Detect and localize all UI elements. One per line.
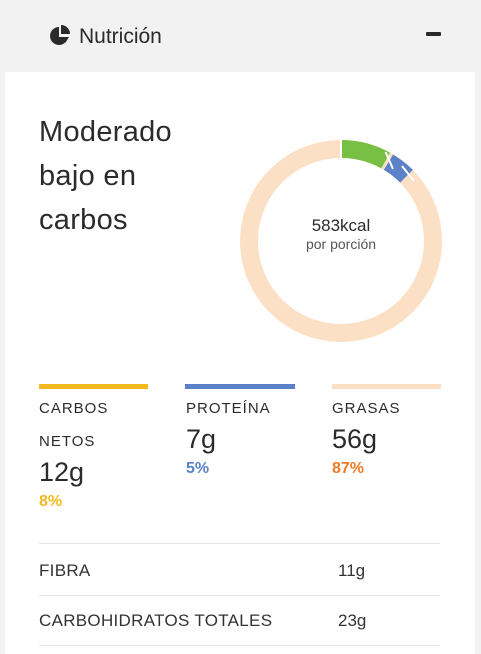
donut-net-carbs-segment: [340, 139, 390, 169]
net-carbs-bar: [39, 384, 148, 389]
header-title: Nutrición: [79, 25, 162, 48]
divider: [39, 645, 440, 646]
pie-chart-icon: [50, 25, 70, 45]
fat-value: 56g: [332, 424, 378, 454]
net-carbs-percent: 8%: [39, 493, 63, 510]
fat-bar: [332, 384, 441, 389]
macro-donut-chart: [240, 139, 442, 342]
protein-percent: 5%: [186, 460, 210, 477]
total-carbs-label: CARBOHIDRATOS TOTALES: [39, 611, 273, 630]
nutrition-header[interactable]: Nutrición: [0, 0, 481, 72]
protein-value: 7g: [186, 424, 217, 454]
net-carbs-label-line1: CARBOS: [39, 400, 109, 417]
total-carbs-value: 23g: [338, 611, 367, 630]
calories-label: por porción: [305, 236, 377, 252]
divider: [39, 543, 440, 544]
diet-headline: Moderado bajo en carbos: [39, 116, 172, 236]
net-carbs-value: 12g: [39, 457, 85, 487]
fiber-label: FIBRA: [39, 561, 91, 580]
donut-protein-segment: [383, 154, 413, 183]
calories-value: 583kcal: [311, 216, 371, 235]
fat-label: GRASAS: [332, 400, 401, 417]
divider: [39, 595, 440, 596]
protein-bar: [185, 384, 295, 389]
fiber-value: 11g: [338, 561, 366, 580]
net-carbs-label-line2: NETOS: [39, 433, 96, 450]
protein-label: PROTEÍNA: [186, 400, 271, 417]
fat-percent: 87%: [332, 460, 365, 477]
collapse-button[interactable]: [426, 32, 441, 36]
